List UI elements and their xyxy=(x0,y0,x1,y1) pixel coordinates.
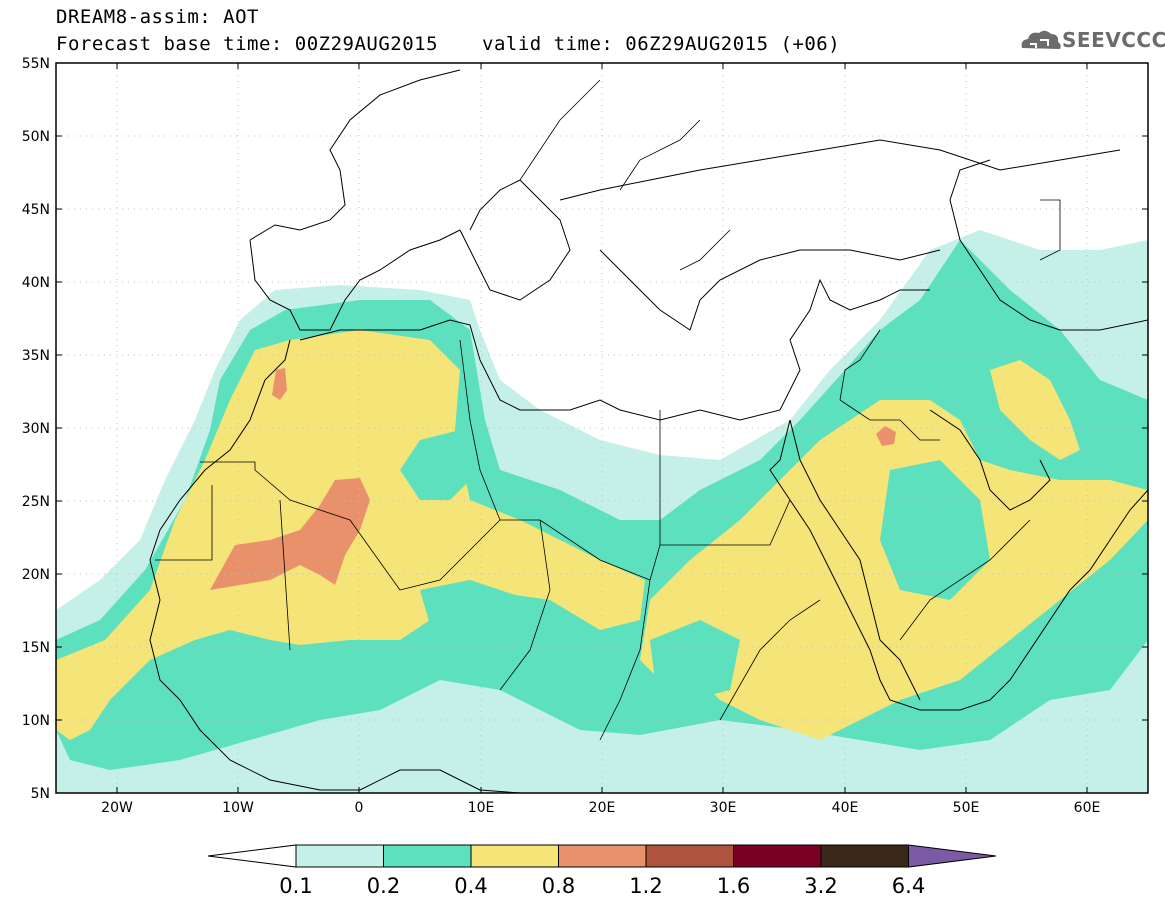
cloud-logo-icon xyxy=(1021,30,1061,49)
aot-band-0.8 xyxy=(210,478,370,590)
lon-label: 50E xyxy=(953,800,980,816)
lat-label: 45N xyxy=(22,202,50,218)
lat-label: 55N xyxy=(22,56,50,72)
colorbar-swatch xyxy=(558,844,647,868)
colorbar-swatch xyxy=(295,844,384,868)
lon-label: 60E xyxy=(1074,800,1101,816)
lon-label: 20E xyxy=(589,800,616,816)
lat-label: 35N xyxy=(22,348,50,364)
base-time-label: Forecast base time: 00Z29AUG2015 xyxy=(56,33,439,55)
coastlines xyxy=(149,69,1148,793)
lat-label: 5N xyxy=(31,786,50,802)
colorbar-level-label: 0.2 xyxy=(367,874,400,898)
valid-time-label: valid time: 06Z29AUG2015 (+06) xyxy=(482,33,841,55)
lon-label: 0 xyxy=(355,800,364,816)
aot-field xyxy=(56,230,1148,793)
lat-label: 30N xyxy=(22,421,50,437)
lon-label: 10E xyxy=(468,800,495,816)
colorbar-level-label: 0.1 xyxy=(279,874,312,898)
lon-label: 20W xyxy=(101,800,133,816)
lat-label: 20N xyxy=(22,567,50,583)
colorbar-level-label: 3.2 xyxy=(804,874,837,898)
lat-label: 25N xyxy=(22,494,50,510)
lon-label: 40E xyxy=(832,800,859,816)
colorbar-swatch xyxy=(733,844,822,868)
colorbar-level-label: 6.4 xyxy=(892,874,925,898)
colorbar-level-label: 1.2 xyxy=(629,874,662,898)
colorbar-swatch xyxy=(645,844,734,868)
colorbar-swatch xyxy=(470,844,559,868)
map-title: DREAM8-assim: AOT xyxy=(56,6,259,28)
lat-label: 10N xyxy=(22,713,50,729)
graticule xyxy=(56,63,1148,793)
logo-text: SEEVCCC xyxy=(1062,28,1165,52)
colorbar-swatch xyxy=(820,844,909,868)
lon-label: 30E xyxy=(710,800,737,816)
colorbar-low-arrow xyxy=(207,844,297,868)
aot-band-0.4-gulf xyxy=(990,360,1080,460)
colorbar-level-label: 1.6 xyxy=(717,874,750,898)
lat-label: 15N xyxy=(22,640,50,656)
colorbar-level-label: 0.4 xyxy=(454,874,487,898)
colorbar: 0.1 0.2 0.4 0.8 1.2 1.6 3.2 6.4 xyxy=(207,844,997,898)
colorbar-high-arrow xyxy=(908,844,997,868)
lat-label: 50N xyxy=(22,129,50,145)
colorbar-level-label: 0.8 xyxy=(542,874,575,898)
borders xyxy=(155,79,1061,741)
colorbar-swatch xyxy=(383,844,472,868)
lon-label: 10W xyxy=(222,800,254,816)
lat-label: 40N xyxy=(22,275,50,291)
